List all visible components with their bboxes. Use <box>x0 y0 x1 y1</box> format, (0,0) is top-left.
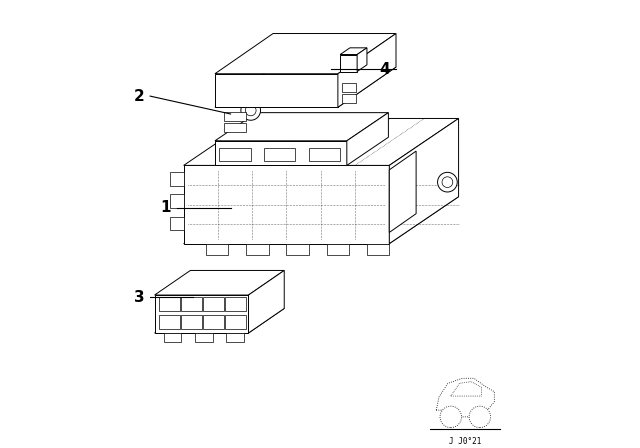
Polygon shape <box>203 315 224 329</box>
Polygon shape <box>225 297 246 311</box>
Polygon shape <box>170 172 184 185</box>
Polygon shape <box>224 123 246 132</box>
Text: 1: 1 <box>161 200 171 215</box>
Circle shape <box>442 177 452 188</box>
Circle shape <box>469 406 490 427</box>
Polygon shape <box>389 151 416 233</box>
Circle shape <box>440 406 461 427</box>
Polygon shape <box>184 118 459 165</box>
Polygon shape <box>215 112 388 141</box>
Polygon shape <box>309 147 340 161</box>
Polygon shape <box>340 55 357 72</box>
Polygon shape <box>164 333 181 342</box>
Polygon shape <box>326 244 349 255</box>
Circle shape <box>241 101 260 120</box>
Polygon shape <box>340 48 367 55</box>
Polygon shape <box>357 48 367 72</box>
Polygon shape <box>287 244 309 255</box>
Text: J J0°21: J J0°21 <box>449 437 481 446</box>
Polygon shape <box>215 74 338 107</box>
Polygon shape <box>224 112 246 121</box>
Polygon shape <box>248 271 284 333</box>
Polygon shape <box>342 83 356 92</box>
Polygon shape <box>181 315 202 329</box>
Polygon shape <box>155 308 284 333</box>
Polygon shape <box>170 194 184 208</box>
Polygon shape <box>246 244 269 255</box>
Polygon shape <box>184 197 459 244</box>
Polygon shape <box>338 34 396 107</box>
Text: 4: 4 <box>380 62 390 77</box>
Polygon shape <box>181 297 202 311</box>
Polygon shape <box>451 382 481 396</box>
Polygon shape <box>215 67 396 107</box>
Polygon shape <box>170 217 184 230</box>
Polygon shape <box>347 112 388 165</box>
Polygon shape <box>215 34 396 74</box>
Circle shape <box>438 172 457 192</box>
Polygon shape <box>225 315 246 329</box>
Polygon shape <box>389 118 459 244</box>
Polygon shape <box>264 147 296 161</box>
Polygon shape <box>203 297 224 311</box>
Text: 2: 2 <box>134 89 145 103</box>
Polygon shape <box>226 333 244 342</box>
Polygon shape <box>155 271 284 295</box>
Polygon shape <box>342 94 356 103</box>
Polygon shape <box>220 147 251 161</box>
Text: 3: 3 <box>134 290 144 305</box>
Polygon shape <box>215 141 347 165</box>
Polygon shape <box>367 244 389 255</box>
Polygon shape <box>159 315 180 329</box>
Polygon shape <box>206 244 228 255</box>
Polygon shape <box>155 295 248 333</box>
Circle shape <box>245 105 256 116</box>
Polygon shape <box>195 333 212 342</box>
Polygon shape <box>159 297 180 311</box>
Polygon shape <box>436 378 494 417</box>
Polygon shape <box>184 165 389 244</box>
